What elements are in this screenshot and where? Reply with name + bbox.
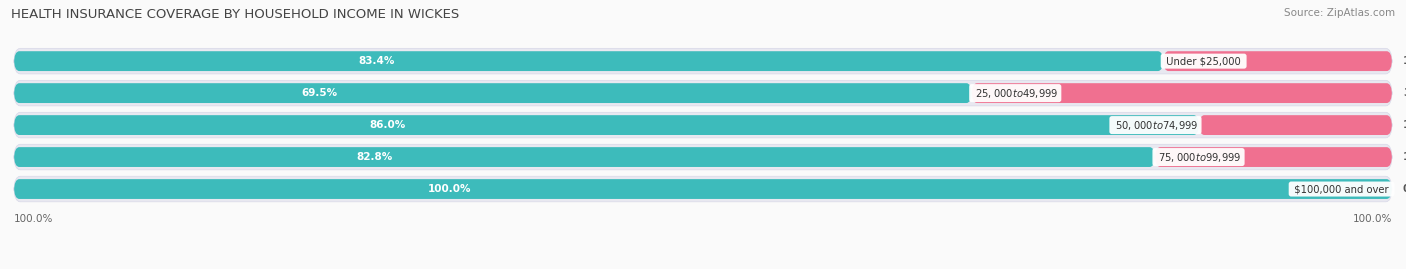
Text: 14.0%: 14.0% <box>1403 120 1406 130</box>
FancyBboxPatch shape <box>1199 115 1392 135</box>
Text: 30.5%: 30.5% <box>1403 88 1406 98</box>
FancyBboxPatch shape <box>14 80 1392 106</box>
Text: Source: ZipAtlas.com: Source: ZipAtlas.com <box>1284 8 1395 18</box>
FancyBboxPatch shape <box>14 112 1392 138</box>
FancyBboxPatch shape <box>14 179 1392 199</box>
Text: $100,000 and over: $100,000 and over <box>1291 184 1392 194</box>
Text: 82.8%: 82.8% <box>356 152 392 162</box>
Text: 86.0%: 86.0% <box>370 120 406 130</box>
Text: 83.4%: 83.4% <box>359 56 395 66</box>
FancyBboxPatch shape <box>1154 147 1392 167</box>
FancyBboxPatch shape <box>14 48 1392 74</box>
Text: 100.0%: 100.0% <box>14 214 53 224</box>
Text: $75,000 to $99,999: $75,000 to $99,999 <box>1154 151 1241 164</box>
Text: HEALTH INSURANCE COVERAGE BY HOUSEHOLD INCOME IN WICKES: HEALTH INSURANCE COVERAGE BY HOUSEHOLD I… <box>11 8 460 21</box>
FancyBboxPatch shape <box>14 176 1392 202</box>
Text: 100.0%: 100.0% <box>427 184 471 194</box>
Text: 100.0%: 100.0% <box>1353 214 1392 224</box>
FancyBboxPatch shape <box>972 83 1392 103</box>
FancyBboxPatch shape <box>14 144 1392 170</box>
Text: 16.6%: 16.6% <box>1403 56 1406 66</box>
FancyBboxPatch shape <box>1163 51 1392 71</box>
FancyBboxPatch shape <box>14 83 972 103</box>
Text: Under $25,000: Under $25,000 <box>1163 56 1244 66</box>
Text: $50,000 to $74,999: $50,000 to $74,999 <box>1112 119 1199 132</box>
Text: 0.0%: 0.0% <box>1403 184 1406 194</box>
Text: $25,000 to $49,999: $25,000 to $49,999 <box>972 87 1059 100</box>
FancyBboxPatch shape <box>14 51 1163 71</box>
FancyBboxPatch shape <box>14 115 1199 135</box>
Text: 69.5%: 69.5% <box>301 88 337 98</box>
FancyBboxPatch shape <box>14 147 1154 167</box>
Text: 17.2%: 17.2% <box>1403 152 1406 162</box>
